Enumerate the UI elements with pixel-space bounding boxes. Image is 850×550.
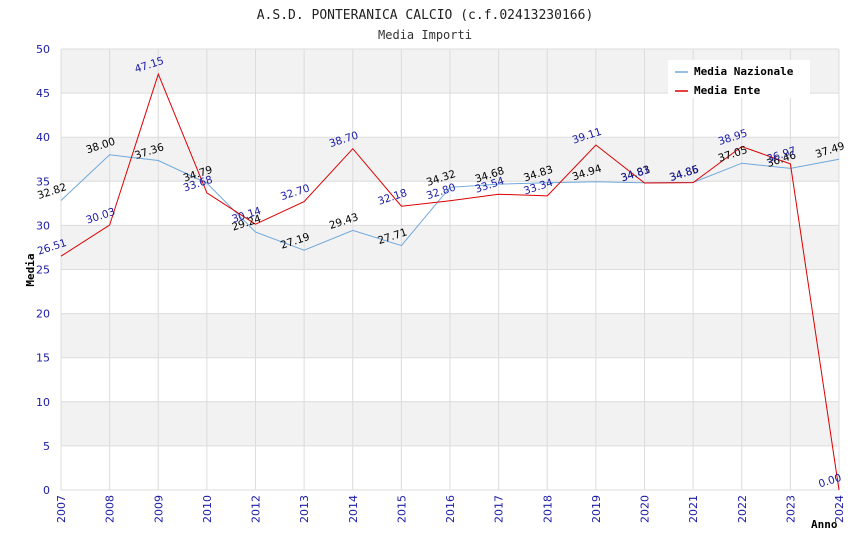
series-lines xyxy=(60,72,840,491)
x-tick-label: 2023 xyxy=(784,495,797,523)
x-tick-label: 2016 xyxy=(444,495,457,523)
chart-subtitle: Media Importi xyxy=(378,28,472,42)
legend-label-ente: Media Ente xyxy=(694,84,761,97)
x-axis-label: Anno xyxy=(811,518,838,531)
x-tick-label: 2017 xyxy=(493,495,506,523)
x-tick-label: 2012 xyxy=(250,495,263,523)
x-tick-label: 2021 xyxy=(687,495,700,523)
y-tick-label: 40 xyxy=(36,131,50,144)
x-tick-label: 2019 xyxy=(590,495,603,523)
legend-label-nazionale: Media Nazionale xyxy=(694,65,794,78)
chart-title: A.S.D. PONTERANICA CALCIO (c.f.024132301… xyxy=(257,8,594,23)
y-tick-label: 15 xyxy=(36,352,50,365)
series-line-nazionale xyxy=(60,154,840,251)
y-tick-label: 20 xyxy=(36,308,50,321)
y-tick-label: 5 xyxy=(43,440,50,453)
y-tick-label: 30 xyxy=(36,219,50,232)
x-tick-label: 2024 xyxy=(833,495,846,523)
y-axis-label: Media xyxy=(24,253,37,286)
x-tick-label: 2018 xyxy=(541,495,554,523)
x-tick-label: 2007 xyxy=(55,495,68,523)
y-tick-label: 45 xyxy=(36,87,50,100)
legend-box xyxy=(668,60,810,98)
x-tick-label: 2022 xyxy=(736,495,749,523)
y-tick-label: 35 xyxy=(36,175,50,188)
y-tick-label: 0 xyxy=(43,484,50,497)
x-tick-label: 2015 xyxy=(395,495,408,523)
y-tick-label: 25 xyxy=(36,264,50,277)
x-tick-label: 2020 xyxy=(639,495,652,523)
legend: Media Nazionale Media Ente xyxy=(668,60,810,98)
y-axis-ticks: 0 5 10 15 20 25 30 35 40 45 50 xyxy=(36,43,50,497)
y-tick-label: 10 xyxy=(36,396,50,409)
y-tick-label: 50 xyxy=(36,43,50,56)
x-tick-label: 2010 xyxy=(201,495,214,523)
x-tick-label: 2014 xyxy=(347,495,360,523)
x-tick-label: 2013 xyxy=(298,495,311,523)
x-tick-label: 2008 xyxy=(104,495,117,523)
x-tick-label: 2009 xyxy=(152,495,165,523)
gridlines xyxy=(60,48,840,491)
x-axis-ticks: 2007 2008 2009 2010 2012 2013 2014 2015 2016 2017… xyxy=(55,495,846,523)
series-line-ente xyxy=(60,72,840,491)
